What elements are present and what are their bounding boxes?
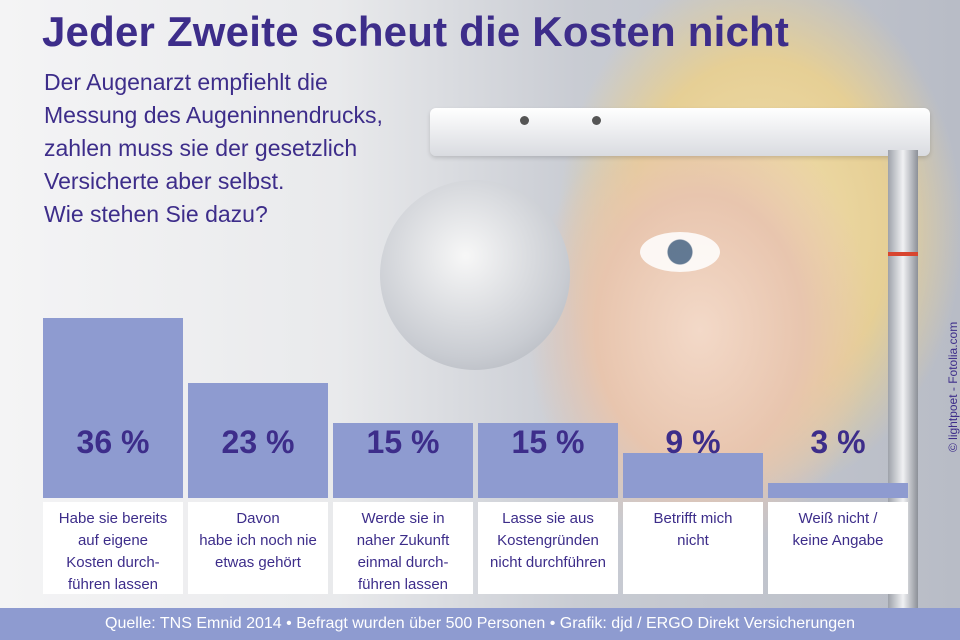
category-label-3: Werde sie in naher Zukunft einmal durch-fü…	[333, 502, 473, 594]
category-label-1: Habe sie bereits auf eigene Kosten durch-f…	[43, 502, 183, 594]
category-label-line: nicht	[677, 532, 709, 549]
category-label-line: Werde sie in	[361, 510, 445, 527]
category-label-line: Lasse sie aus	[502, 510, 594, 527]
subtitle-line: Messung des Augeninnendrucks,	[44, 102, 383, 128]
category-label-line: Kosten durch-	[66, 554, 160, 571]
category-label-line: habe ich noch nie	[199, 532, 317, 549]
value-label-3: 15 %	[367, 424, 440, 460]
source-footer: Quelle: TNS Emnid 2014 • Befragt wurden …	[0, 608, 960, 640]
category-label-line: nicht durchführen	[490, 554, 606, 571]
category-label-4: Lasse sie aus Kostengründen nicht durchfüh…	[478, 502, 618, 594]
category-label-line: führen lassen	[357, 576, 449, 593]
subtitle-line: Der Augenarzt empfiehlt die	[44, 69, 328, 95]
category-label-6: Weiß nicht / keine Angabe	[768, 502, 908, 594]
value-label-1: 36 %	[77, 424, 150, 460]
subtitle-line: Wie stehen Sie dazu?	[44, 201, 268, 227]
category-label-line: Betrifft mich	[653, 510, 733, 527]
category-label-5: Betrifft mich nicht	[623, 502, 763, 594]
value-label-4: 15 %	[512, 424, 585, 460]
subtitle-line: Versicherte aber selbst.	[44, 168, 285, 194]
screw-icon	[520, 116, 529, 125]
category-label-line: führen lassen	[67, 576, 159, 593]
bar-4	[478, 423, 618, 498]
slit-lamp-lens	[380, 180, 570, 370]
value-label-5: 9 %	[665, 424, 720, 460]
chart-subtitle: Der Augenarzt empfiehlt die Messung des …	[44, 66, 464, 231]
category-label-line: auf eigene	[77, 532, 149, 549]
bar-5	[623, 453, 763, 498]
value-label-2: 23 %	[222, 424, 295, 460]
category-label-line: etwas gehört	[215, 554, 301, 571]
photo-credit: © lightpoet - Fotolia.com	[946, 321, 960, 452]
bar-6	[768, 483, 908, 498]
category-label-line: Habe sie bereits	[58, 510, 168, 527]
pole-marker	[888, 252, 918, 256]
category-label-line: Kostengründen	[497, 532, 599, 549]
category-label-line: keine Angabe	[792, 532, 884, 549]
chart-title: Jeder Zweite scheut die Kosten nicht	[42, 8, 790, 55]
category-label-line: Weiß nicht /	[798, 510, 878, 527]
category-label-2: Davon habe ich noch nie etwas gehört	[188, 502, 328, 594]
bar-2	[188, 383, 328, 498]
value-label-6: 3 %	[810, 424, 865, 460]
eye-illustration	[640, 232, 720, 272]
category-label-line: Davon	[236, 510, 280, 527]
category-label-line: naher Zukunft	[356, 532, 450, 549]
subtitle-line: zahlen muss sie der gesetzlich	[44, 135, 358, 161]
bar-3	[333, 423, 473, 498]
category-label-line: einmal durch-	[357, 554, 449, 571]
screw-icon	[592, 116, 601, 125]
slit-lamp-bar	[430, 108, 930, 156]
bar-1	[43, 318, 183, 498]
